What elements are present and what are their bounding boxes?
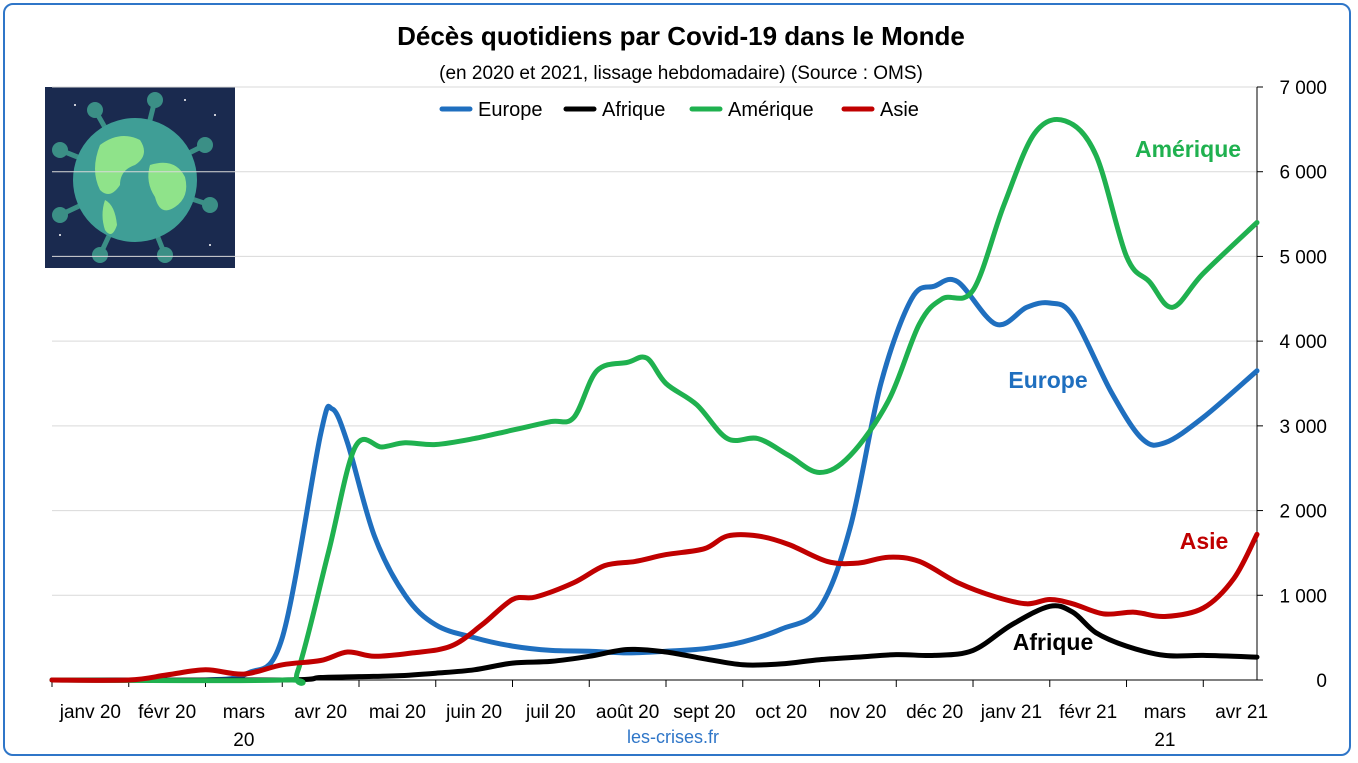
chart-subtitle: (en 2020 et 2021, lissage hebdomadaire) … <box>439 63 923 84</box>
y-tick-label: 3 000 <box>1279 417 1327 438</box>
y-axis-ticks: 0 1 000 2 000 3 000 4 000 5 000 6 000 7 000 <box>1279 78 1327 692</box>
y-tick-label: 2 000 <box>1279 502 1327 523</box>
y-tick-label: 6 000 <box>1279 163 1327 184</box>
annotation-afrique: Afrique <box>1013 629 1094 655</box>
legend: Europe Afrique Amérique Asie <box>439 99 919 121</box>
y-tick-label: 5 000 <box>1279 247 1327 268</box>
x-tick-label: oct 20 <box>755 702 807 723</box>
chart-frame: Décès quotidiens par Covid-19 dans le Mo… <box>3 3 1351 756</box>
series-line-europe <box>49 276 1260 683</box>
y-tick-label: 1 000 <box>1279 586 1327 607</box>
annotation-europe: Europe <box>1008 367 1087 393</box>
series-line-afrique <box>49 603 1260 683</box>
x-tick-label: nov 20 <box>829 702 886 723</box>
annotation-amerique: Amérique <box>1135 136 1241 162</box>
series-lines <box>49 116 1260 686</box>
x-tick-label: sept 20 <box>673 702 735 723</box>
annotation-asie: Asie <box>1180 528 1229 554</box>
x-tick-label: janv 20 <box>59 702 121 723</box>
x-tick-label-year: 21 <box>1154 730 1175 751</box>
y-tick-label: 7 000 <box>1279 78 1327 99</box>
x-tick-label: avr 20 <box>294 702 347 723</box>
x-tick-label: juin 20 <box>445 702 502 723</box>
x-tick-label: févr 21 <box>1059 702 1117 723</box>
chart-title: Décès quotidiens par Covid-19 dans le Mo… <box>397 21 965 51</box>
legend-label-afrique: Afrique <box>602 99 665 121</box>
x-tick-label: mai 20 <box>369 702 426 723</box>
x-tick-label: août 20 <box>596 702 659 723</box>
legend-label-amerique: Amérique <box>728 99 814 121</box>
x-tick-label: mars <box>1144 702 1186 723</box>
gridlines <box>52 86 1257 596</box>
series-line-asie <box>49 531 1260 683</box>
x-tick-label: juil 20 <box>525 702 576 723</box>
x-tick-label: déc 20 <box>906 702 963 723</box>
x-tick-label: mars <box>223 702 265 723</box>
legend-label-asie: Asie <box>880 99 919 121</box>
source-label: les-crises.fr <box>627 727 719 747</box>
series-annotations: Europe Afrique Amérique Asie <box>1008 136 1241 655</box>
globe-virus-image <box>45 87 235 268</box>
legend-label-europe: Europe <box>478 99 543 121</box>
x-tick-label: févr 20 <box>138 702 196 723</box>
x-tick-label: janv 21 <box>980 702 1042 723</box>
chart-canvas: Décès quotidiens par Covid-19 dans le Mo… <box>45 21 1327 751</box>
series-line-amerique <box>49 116 1260 686</box>
y-tick-label: 0 <box>1316 671 1327 692</box>
x-tick-label: avr 21 <box>1215 702 1268 723</box>
x-axis-ticks: janv 20 févr 20 mars 20 avr 20 mai 20 juin 20 j… <box>59 702 1268 751</box>
y-tick-label: 4 000 <box>1279 332 1327 353</box>
x-tick-label-year: 20 <box>233 730 254 751</box>
